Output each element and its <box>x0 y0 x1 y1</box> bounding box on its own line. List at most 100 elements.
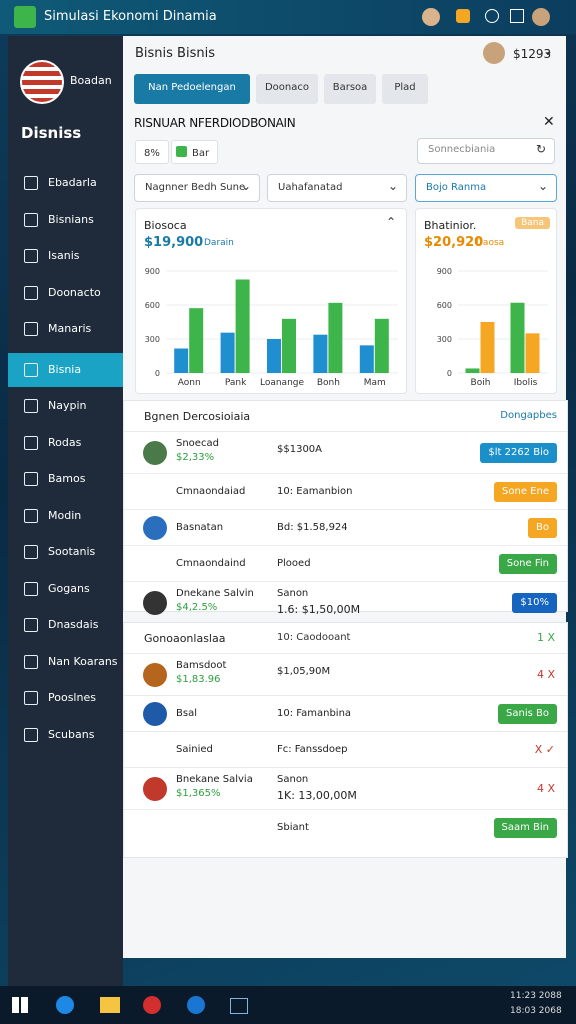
row-detail: $$1300A <box>277 444 323 455</box>
nav-item[interactable]: Modin <box>8 499 123 533</box>
nav-item[interactable]: Scubans <box>8 718 123 752</box>
icon[interactable] <box>456 9 470 23</box>
icon[interactable] <box>485 9 499 23</box>
avatar[interactable] <box>483 42 505 64</box>
row-detail: 10: Famanbina <box>277 708 352 719</box>
dropdown[interactable]: Nagnner Bedh Sune ⌄ <box>134 174 260 202</box>
dropdown[interactable]: Uahafanatad ⌄ <box>267 174 407 202</box>
app-icon[interactable] <box>143 996 161 1014</box>
start-button[interactable] <box>12 997 28 1013</box>
nav-icon <box>24 176 38 190</box>
maximize[interactable] <box>510 9 524 23</box>
table-title: Bgnen Dercosioiaia <box>144 410 251 423</box>
nav-label: Modin <box>48 508 82 522</box>
dropdown-caret[interactable]: ⌄ <box>543 44 554 58</box>
nav-item[interactable]: Bisnia <box>8 352 123 387</box>
app-icon[interactable] <box>230 998 248 1014</box>
row-actions[interactable]: 4 X <box>536 782 555 795</box>
folder-icon[interactable] <box>100 997 120 1013</box>
row-badge[interactable]: Sanis Bo <box>498 704 557 724</box>
chip[interactable]: 8% <box>135 140 169 164</box>
nav-icon <box>24 212 38 227</box>
tab-label: Doonaco <box>264 82 310 93</box>
x-tick-label: Loanange <box>260 378 305 388</box>
row-badge[interactable]: Bo <box>528 518 557 538</box>
row-actions[interactable]: 4 X <box>536 668 555 681</box>
row-badge[interactable]: $lt 2262 Bio <box>480 443 557 463</box>
row-actions[interactable]: X ✓ <box>534 743 555 756</box>
table-link[interactable]: Dongapbes <box>500 410 557 421</box>
nav-label: Naypin <box>48 399 87 412</box>
nav-icon <box>24 581 38 596</box>
avatar[interactable] <box>422 8 440 26</box>
nav-label: Bisnians <box>48 212 94 226</box>
nav-item[interactable]: Dnasdais <box>8 608 123 642</box>
bar <box>235 279 250 373</box>
nav-item[interactable]: Sootanis <box>8 535 123 569</box>
nav-item[interactable]: Bamos <box>8 462 123 496</box>
table-card: Gonoaonlaslaa 10: Caodooant 1 X Bamsdoot $1,… <box>123 622 568 858</box>
row-icon <box>143 663 167 687</box>
nav-item[interactable]: Nan Koarans <box>8 645 123 679</box>
dropdown[interactable]: Bojo Ranma ⌄ <box>415 174 557 202</box>
row-name: Dnekane Salvin <box>176 588 254 599</box>
row-sub: $4,2.5% <box>176 602 218 613</box>
chart-subtitle: Daosa <box>476 238 505 248</box>
tab[interactable]: Nan Pedoelengan <box>134 74 250 104</box>
bar <box>465 368 480 373</box>
close[interactable]: ✕ <box>543 114 555 130</box>
chip-check <box>176 146 187 157</box>
table-actions[interactable]: 1 X <box>536 631 555 644</box>
row-badge[interactable]: Saam Bin <box>493 818 557 838</box>
clock-time: 11:23 2088 <box>510 991 562 1001</box>
row-badge[interactable]: Sone Ene <box>494 482 557 502</box>
row-name: Sainied <box>176 744 213 755</box>
nav-item[interactable]: Manaris <box>8 312 123 346</box>
main-panel: Bisnis Bisnis $1293 ⌄ Nan Pedoelengan Doo… <box>123 36 568 958</box>
chip[interactable]: Bar <box>171 140 219 164</box>
row-sub: $1,83.96 <box>176 674 221 685</box>
table-card: Bgnen Dercosioiaia Dongapbes Snoecad $2,33%… <box>123 400 568 616</box>
x-tick-label: Ibolis <box>514 378 538 388</box>
nav-item[interactable]: Naypin <box>8 389 123 423</box>
row-detail: Bd: $1.58,924 <box>277 522 348 533</box>
nav-item[interactable]: Pooslnes <box>8 681 123 715</box>
row-sub: $2,33% <box>176 452 215 463</box>
nav-item[interactable]: Gogans <box>8 572 123 606</box>
nav-item[interactable]: Ebadarla <box>8 166 123 200</box>
y-tick-label: 300 <box>145 335 160 344</box>
refresh-icon[interactable]: ↻ <box>535 142 546 156</box>
nav-item[interactable]: Isanis <box>8 239 123 273</box>
dropdown-label: Bojo Ranma <box>426 182 487 193</box>
app-icon[interactable] <box>187 996 205 1014</box>
nav-label: Nan Koarans <box>48 654 118 668</box>
tab[interactable]: Plad <box>382 74 428 104</box>
nav-icon <box>24 727 38 742</box>
bar <box>313 334 328 373</box>
chart-title: Biosoca <box>144 219 187 232</box>
avatar[interactable] <box>532 8 550 26</box>
tab-label: Plad <box>394 82 416 93</box>
tab[interactable]: Doonaco <box>256 74 318 104</box>
table-title: Gonoaonlaslaa <box>144 632 226 645</box>
nav-item[interactable]: Bisnians <box>8 203 123 237</box>
tab[interactable]: Barsoa <box>324 74 376 104</box>
x-tick-label: Mam <box>364 378 386 388</box>
clock-date: 18:03 2068 <box>510 1006 562 1016</box>
nav-item[interactable]: Rodas <box>8 426 123 460</box>
search-box[interactable]: Sonnecbiania ↻ <box>417 138 555 164</box>
browser-icon[interactable] <box>56 996 74 1014</box>
table-detail: 10: Caodooant <box>277 632 351 643</box>
nav-label: Isanis <box>48 249 80 262</box>
collapse[interactable]: ⌃ <box>385 215 396 229</box>
row-badge[interactable]: $10% <box>512 593 557 613</box>
sidebar-title: Disniss <box>21 124 82 142</box>
row-detail: Plooed <box>277 558 311 569</box>
caret: ⌄ <box>537 179 548 193</box>
row-badge[interactable]: Sone Fin <box>498 554 557 574</box>
nav-icon <box>24 545 38 559</box>
chart-card: Biosoca $19,900 Darain ⌃ 0 300 600 900 Aonn Pank L… <box>135 208 407 394</box>
row-detail: 10: Eamanbion <box>277 486 353 497</box>
nav-icon <box>24 691 38 705</box>
nav-item[interactable]: Doonacto <box>8 276 123 310</box>
